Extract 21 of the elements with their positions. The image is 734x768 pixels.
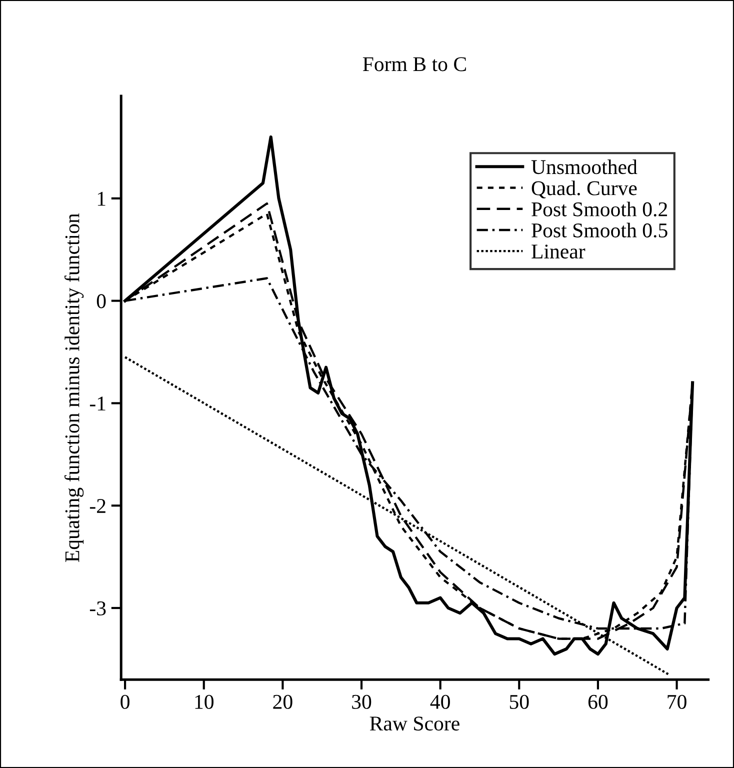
y-tick-label: -3 bbox=[90, 601, 106, 616]
x-tick-label: 30 bbox=[352, 694, 372, 709]
y-tick-label: 0 bbox=[96, 294, 106, 308]
x-tick-label: 40 bbox=[430, 694, 450, 709]
legend-label: Post Smooth 0.2 bbox=[532, 202, 668, 216]
legend-label: Quad. Curve bbox=[532, 180, 637, 198]
legend-label: Linear bbox=[532, 244, 586, 259]
x-axis-title: Raw Score bbox=[370, 716, 460, 731]
legend-label: Post Smooth 0.5 bbox=[532, 222, 668, 238]
y-tick-label: -1 bbox=[90, 396, 106, 410]
x-tick-label: 0 bbox=[120, 694, 130, 709]
x-tick-label: 50 bbox=[510, 694, 529, 709]
y-tick-label: 1 bbox=[98, 192, 106, 206]
x-tick-label: 70 bbox=[668, 694, 686, 709]
y-tick-label: -2 bbox=[90, 499, 106, 513]
x-tick-label: 20 bbox=[273, 694, 292, 709]
x-tick-label: 60 bbox=[588, 694, 608, 709]
chart-title: Form B to C bbox=[362, 57, 466, 72]
y-axis-title: Equating function minus identity function bbox=[64, 213, 84, 562]
legend-label: Unsmoothed bbox=[531, 159, 638, 174]
x-tick-label: 10 bbox=[195, 694, 214, 709]
